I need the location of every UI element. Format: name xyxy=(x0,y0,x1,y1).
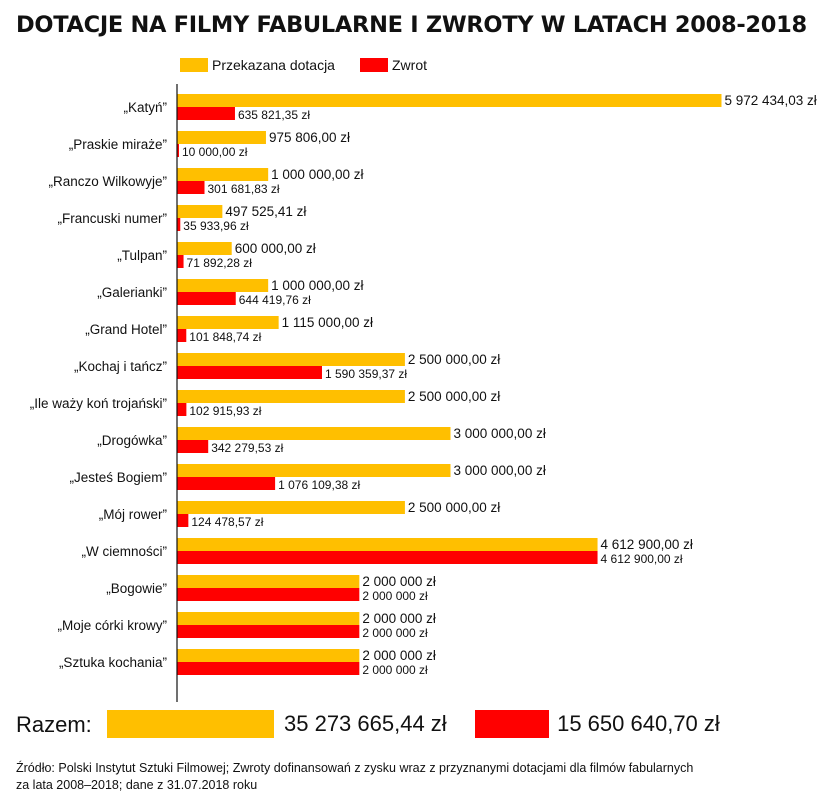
legend-label-grant: Przekazana dotacja xyxy=(212,57,335,73)
category-label: „Moje córki krowy” xyxy=(57,618,167,633)
total-grant-bar xyxy=(107,710,274,738)
refund-value-label: 644 419,76 zł xyxy=(239,293,311,307)
grant-value-label: 1 000 000,00 zł xyxy=(271,167,363,182)
grant-value-label: 2 500 000,00 zł xyxy=(408,500,500,515)
refund-value-label: 2 000 000 zł xyxy=(362,589,428,603)
grant-bar xyxy=(177,464,451,477)
refund-value-label: 301 681,83 zł xyxy=(208,182,280,196)
grant-value-label: 5 972 434,03 zł xyxy=(724,93,816,108)
refund-bar xyxy=(177,440,209,453)
grant-value-label: 3 000 000,00 zł xyxy=(454,463,546,478)
refund-value-label: 342 279,53 zł xyxy=(211,441,283,455)
category-label: „Mój rower” xyxy=(99,507,167,522)
grant-value-label: 975 806,00 zł xyxy=(269,130,350,145)
grant-value-label: 1 115 000,00 zł xyxy=(282,315,373,330)
grant-bar xyxy=(177,242,232,255)
refund-bar xyxy=(177,625,360,638)
refund-value-label: 101 848,74 zł xyxy=(189,330,261,344)
bar-chart: „Katyń” 5 972 434,03 zł 635 821,35 zł „Pras… xyxy=(30,84,817,702)
legend-swatch-refund xyxy=(360,58,388,72)
grant-value-label: 1 000 000,00 zł xyxy=(271,278,363,293)
grant-value-label: 2 500 000,00 zł xyxy=(408,389,500,404)
grant-value-label: 2 000 000 zł xyxy=(362,574,436,589)
grant-bar xyxy=(177,538,598,551)
source-line-2: za lata 2008–2018; dane z 31.07.2018 rok… xyxy=(16,778,258,792)
refund-value-label: 2 000 000 zł xyxy=(362,663,428,677)
category-label: „Ranczo Wilkowyje” xyxy=(48,174,167,189)
refund-value-label: 2 000 000 zł xyxy=(362,626,428,640)
grant-bar xyxy=(177,353,405,366)
refund-bar xyxy=(177,366,322,379)
source-note: Źródło: Polski Instytut Sztuki Filmowej;… xyxy=(16,760,826,794)
grant-value-label: 2 000 000 zł xyxy=(362,648,436,663)
grant-bar xyxy=(177,501,405,514)
category-label: „Sztuka kochania” xyxy=(59,655,167,670)
chart-title: DOTACJE NA FILMY FABULARNE I ZWROTY W LA… xyxy=(16,12,807,38)
category-label: „Drogówka” xyxy=(97,433,167,448)
category-label: „Francuski numer” xyxy=(57,211,167,226)
category-label: „Galerianki” xyxy=(97,285,167,300)
refund-value-label: 1 076 109,38 zł xyxy=(278,478,360,492)
category-label: „Tulpan” xyxy=(117,248,167,263)
refund-bar xyxy=(177,107,235,120)
total-grant-value: 35 273 665,44 zł xyxy=(284,711,447,736)
total-refund-value: 15 650 640,70 zł xyxy=(557,711,720,736)
refund-bar xyxy=(177,403,187,416)
grant-bar xyxy=(177,390,405,403)
grant-value-label: 3 000 000,00 zł xyxy=(454,426,546,441)
grant-bar xyxy=(177,649,360,662)
grant-bar xyxy=(177,612,360,625)
refund-value-label: 4 612 900,00 zł xyxy=(601,552,683,566)
grant-bar xyxy=(177,316,279,329)
refund-value-label: 102 915,93 zł xyxy=(189,404,261,418)
grant-bar xyxy=(177,427,451,440)
refund-bar xyxy=(177,514,189,527)
grant-bar xyxy=(177,131,266,144)
refund-bar xyxy=(177,292,236,305)
category-label: „Ile waży koń trojański” xyxy=(30,396,167,411)
grant-bar xyxy=(177,94,722,107)
refund-value-label: 124 478,57 zł xyxy=(191,515,263,529)
refund-value-label: 71 892,28 zł xyxy=(187,256,253,270)
grant-value-label: 2 500 000,00 zł xyxy=(408,352,500,367)
refund-bar xyxy=(177,662,360,675)
refund-value-label: 10 000,00 zł xyxy=(182,145,248,159)
legend-label-refund: Zwrot xyxy=(392,57,427,73)
grant-value-label: 497 525,41 zł xyxy=(225,204,306,219)
source-line-1: Źródło: Polski Instytut Sztuki Filmowej;… xyxy=(16,761,694,775)
category-label: „Katyń” xyxy=(123,100,167,115)
totals-row: Razem: 35 273 665,44 zł 15 650 640,70 zł xyxy=(0,704,840,744)
category-label: „Kochaj i tańcz” xyxy=(74,359,167,374)
category-label: „Bogowie” xyxy=(106,581,167,596)
refund-value-label: 35 933,96 zł xyxy=(183,219,249,233)
grant-bar xyxy=(177,205,223,218)
grant-bar xyxy=(177,168,269,181)
refund-bar xyxy=(177,477,276,490)
category-label: „Praskie miraże” xyxy=(69,137,167,152)
refund-value-label: 635 821,35 zł xyxy=(238,108,310,122)
refund-bar xyxy=(177,551,598,564)
totals-label: Razem: xyxy=(16,712,92,737)
legend-swatch-grant xyxy=(180,58,208,72)
refund-bar xyxy=(177,329,187,342)
refund-bar xyxy=(177,588,360,601)
grant-value-label: 2 000 000 zł xyxy=(362,611,436,626)
category-label: „Jesteś Bogiem” xyxy=(69,470,167,485)
refund-bar xyxy=(177,218,181,231)
category-label: „W ciemności” xyxy=(81,544,167,559)
grant-bar xyxy=(177,575,360,588)
total-refund-bar xyxy=(475,710,550,738)
refund-bar xyxy=(177,144,179,157)
refund-bar xyxy=(177,255,184,268)
grant-value-label: 600 000,00 zł xyxy=(235,241,316,256)
category-label: „Grand Hotel” xyxy=(85,322,167,337)
grant-bar xyxy=(177,279,269,292)
refund-bar xyxy=(177,181,205,194)
refund-value-label: 1 590 359,37 zł xyxy=(325,367,407,381)
grant-value-label: 4 612 900,00 zł xyxy=(601,537,693,552)
